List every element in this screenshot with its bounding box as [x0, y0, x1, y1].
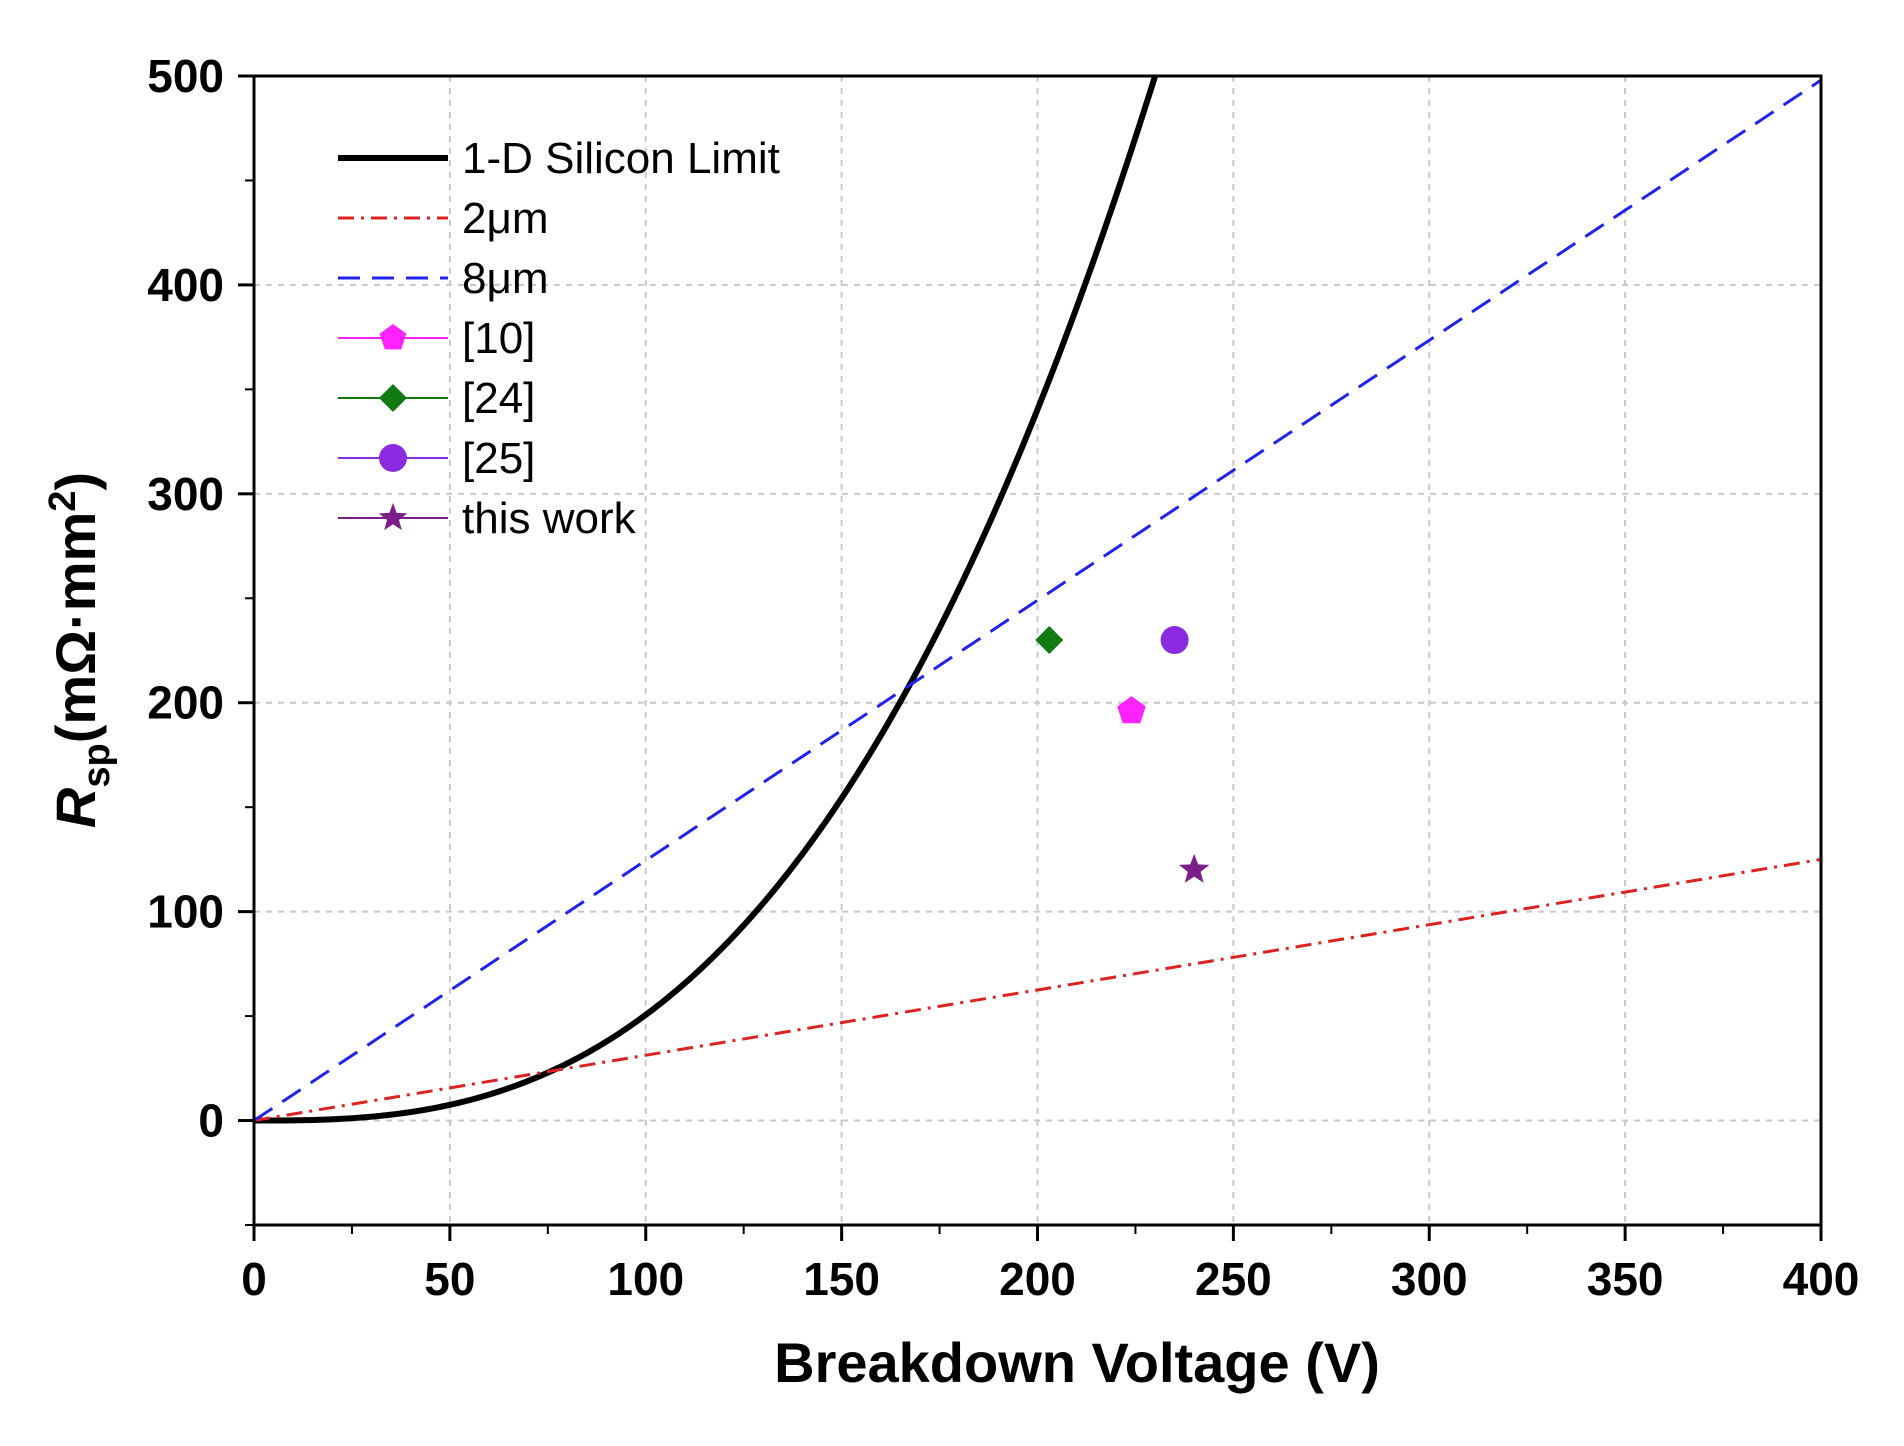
y-tick-label-0: 0 — [198, 1095, 224, 1147]
legend-label-2-m: 2μm — [462, 194, 548, 243]
legend-item-25: [25] — [338, 434, 535, 483]
y-axis-title-close: ) — [44, 472, 107, 491]
x-tick-label-150: 150 — [803, 1253, 880, 1305]
data-point-25 — [1160, 626, 1189, 655]
series-line-1-d-silicon-limit — [254, 76, 1159, 1124]
series-layer — [254, 76, 1821, 1124]
legend-item-this-work: this work — [338, 494, 637, 543]
legend-item-10: [10] — [338, 314, 535, 363]
y-axis-title-subscript: sp — [76, 743, 118, 787]
tick-labels: 0 50 100 150 200 250 300 350 400 0 100 200 300 400 500 — [147, 50, 1859, 1305]
y-tick-label-300: 300 — [147, 468, 224, 520]
legend-label-24: [24] — [462, 374, 535, 423]
x-tick-label-100: 100 — [607, 1253, 684, 1305]
legend-item-1-d-silicon-limit: 1-D Silicon Limit — [338, 134, 780, 183]
legend-item-8-m: 8μm — [338, 254, 548, 303]
x-tick-label-400: 400 — [1783, 1253, 1860, 1305]
marker-layer — [1035, 626, 1210, 883]
x-tick-label-50: 50 — [424, 1253, 475, 1305]
legend-marker-10 — [379, 324, 407, 350]
legend-marker-this-work — [378, 503, 408, 531]
legend-label-8-m: 8μm — [462, 254, 548, 303]
legend-label-this-work: this work — [462, 494, 637, 543]
y-tick-label-400: 400 — [147, 259, 224, 311]
x-tick-label-0: 0 — [241, 1253, 267, 1305]
legend-marker-25 — [379, 444, 407, 472]
x-tick-label-250: 250 — [1195, 1253, 1272, 1305]
legend-item-2-m: 2μm — [338, 194, 548, 243]
legend-label-25: [25] — [462, 434, 535, 483]
y-tick-label-200: 200 — [147, 677, 224, 729]
legend-item-24: [24] — [338, 374, 535, 423]
legend: 1-D Silicon Limit 2μm 8μm [10] [24] [25] this … — [338, 134, 780, 543]
y-tick-label-100: 100 — [147, 886, 224, 938]
grid — [254, 76, 1821, 1225]
series-line-2-m — [254, 857, 1821, 1123]
data-point-this-work — [1178, 853, 1210, 883]
y-tick-label-500: 500 — [147, 50, 224, 102]
x-tick-label-300: 300 — [1391, 1253, 1468, 1305]
ticks — [238, 74, 1823, 1241]
x-tick-label-350: 350 — [1587, 1253, 1664, 1305]
legend-label-10: [10] — [462, 314, 535, 363]
data-point-24 — [1035, 626, 1064, 655]
data-point-10 — [1117, 696, 1146, 724]
y-axis-title-unit: (mΩ·mm — [44, 512, 107, 744]
x-tick-label-200: 200 — [999, 1253, 1076, 1305]
legend-marker-24 — [379, 384, 407, 412]
y-axis-title-superscript: 2 — [42, 491, 84, 512]
series-line-8-m — [254, 78, 1821, 1122]
y-axis-title-symbol: R — [44, 787, 107, 828]
legend-label-1-d-silicon-limit: 1-D Silicon Limit — [462, 134, 780, 183]
y-axis-title: Rsp(mΩ·mm2) — [42, 472, 118, 828]
x-axis-title: Breakdown Voltage (V) — [774, 1331, 1380, 1394]
